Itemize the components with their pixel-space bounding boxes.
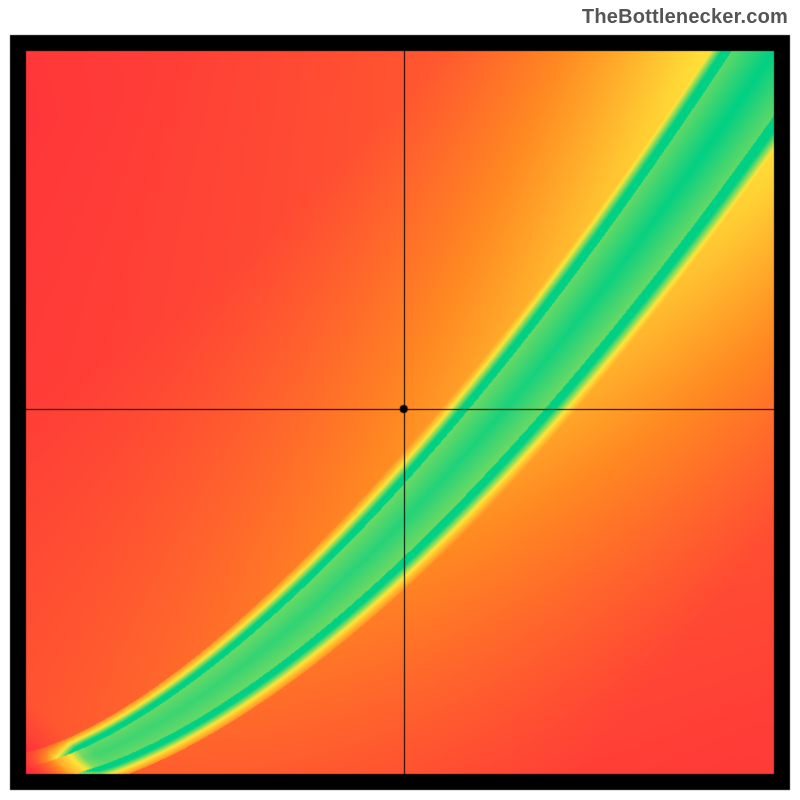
bottleneck-heatmap (0, 0, 800, 800)
